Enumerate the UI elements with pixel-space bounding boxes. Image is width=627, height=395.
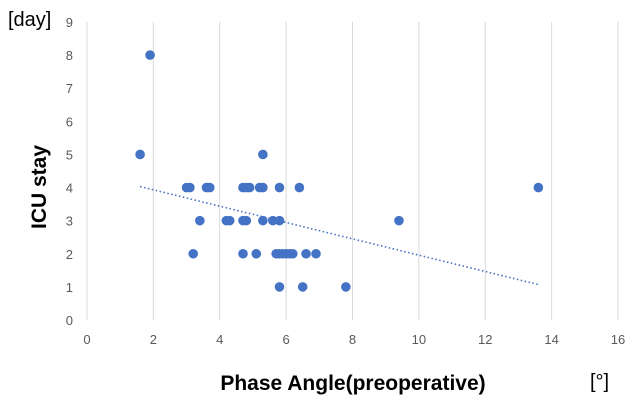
data-point <box>274 282 285 292</box>
data-point <box>185 182 195 193</box>
x-tick-label: 2 <box>150 332 157 347</box>
x-tick-label: 10 <box>412 332 426 347</box>
y-tick-label: 0 <box>66 313 73 328</box>
vertical-gridlines <box>86 22 619 320</box>
data-point <box>533 182 544 193</box>
data-point <box>294 182 305 193</box>
y-tick-label: 6 <box>66 114 73 129</box>
data-point <box>244 182 255 193</box>
x-tick-labels: 0 2 4 6 8 10 12 14 16 <box>83 332 625 347</box>
data-point <box>251 248 262 259</box>
y-tick-label: 7 <box>66 81 73 96</box>
data-point <box>301 248 311 259</box>
data-point <box>135 149 145 160</box>
x-tick-label: 16 <box>611 332 625 347</box>
x-tick-label: 0 <box>83 332 90 347</box>
data-point <box>394 215 404 226</box>
x-axis-title: Phase Angle(preoperative) <box>220 372 485 395</box>
data-point <box>341 282 351 292</box>
y-tick-label: 3 <box>66 214 73 229</box>
data-point <box>258 182 268 193</box>
y-tick-label: 2 <box>66 247 73 262</box>
data-points <box>135 50 544 292</box>
x-tick-label: 4 <box>216 332 223 347</box>
data-point <box>238 248 248 259</box>
data-point <box>274 215 285 226</box>
data-point <box>145 50 155 60</box>
y-tick-label: 5 <box>66 147 73 162</box>
data-point <box>297 282 308 292</box>
y-tick-label: 9 <box>66 15 73 30</box>
x-tick-label: 6 <box>283 332 290 347</box>
data-point <box>258 149 268 160</box>
data-point <box>204 182 215 193</box>
y-tick-label: 8 <box>66 48 73 63</box>
y-tick-label: 4 <box>66 181 73 196</box>
y-unit-label: [day] <box>8 9 51 31</box>
trendline <box>139 185 539 286</box>
data-point <box>268 215 278 226</box>
x-tick-label: 12 <box>478 332 492 347</box>
y-tick-labels: 0 1 2 3 4 5 6 7 8 9 <box>66 15 73 328</box>
data-point <box>224 215 235 226</box>
data-point <box>195 215 205 226</box>
x-tick-label: 14 <box>544 332 558 347</box>
data-point <box>241 215 252 226</box>
y-tick-label: 1 <box>66 280 73 295</box>
data-point <box>311 248 321 259</box>
data-point <box>274 182 285 193</box>
data-point <box>258 215 268 226</box>
x-tick-label: 8 <box>349 332 356 347</box>
data-point <box>188 248 198 259</box>
data-point <box>287 248 298 259</box>
y-axis-title: ICU stay <box>28 145 51 229</box>
x-unit-label: [°] <box>590 371 609 393</box>
